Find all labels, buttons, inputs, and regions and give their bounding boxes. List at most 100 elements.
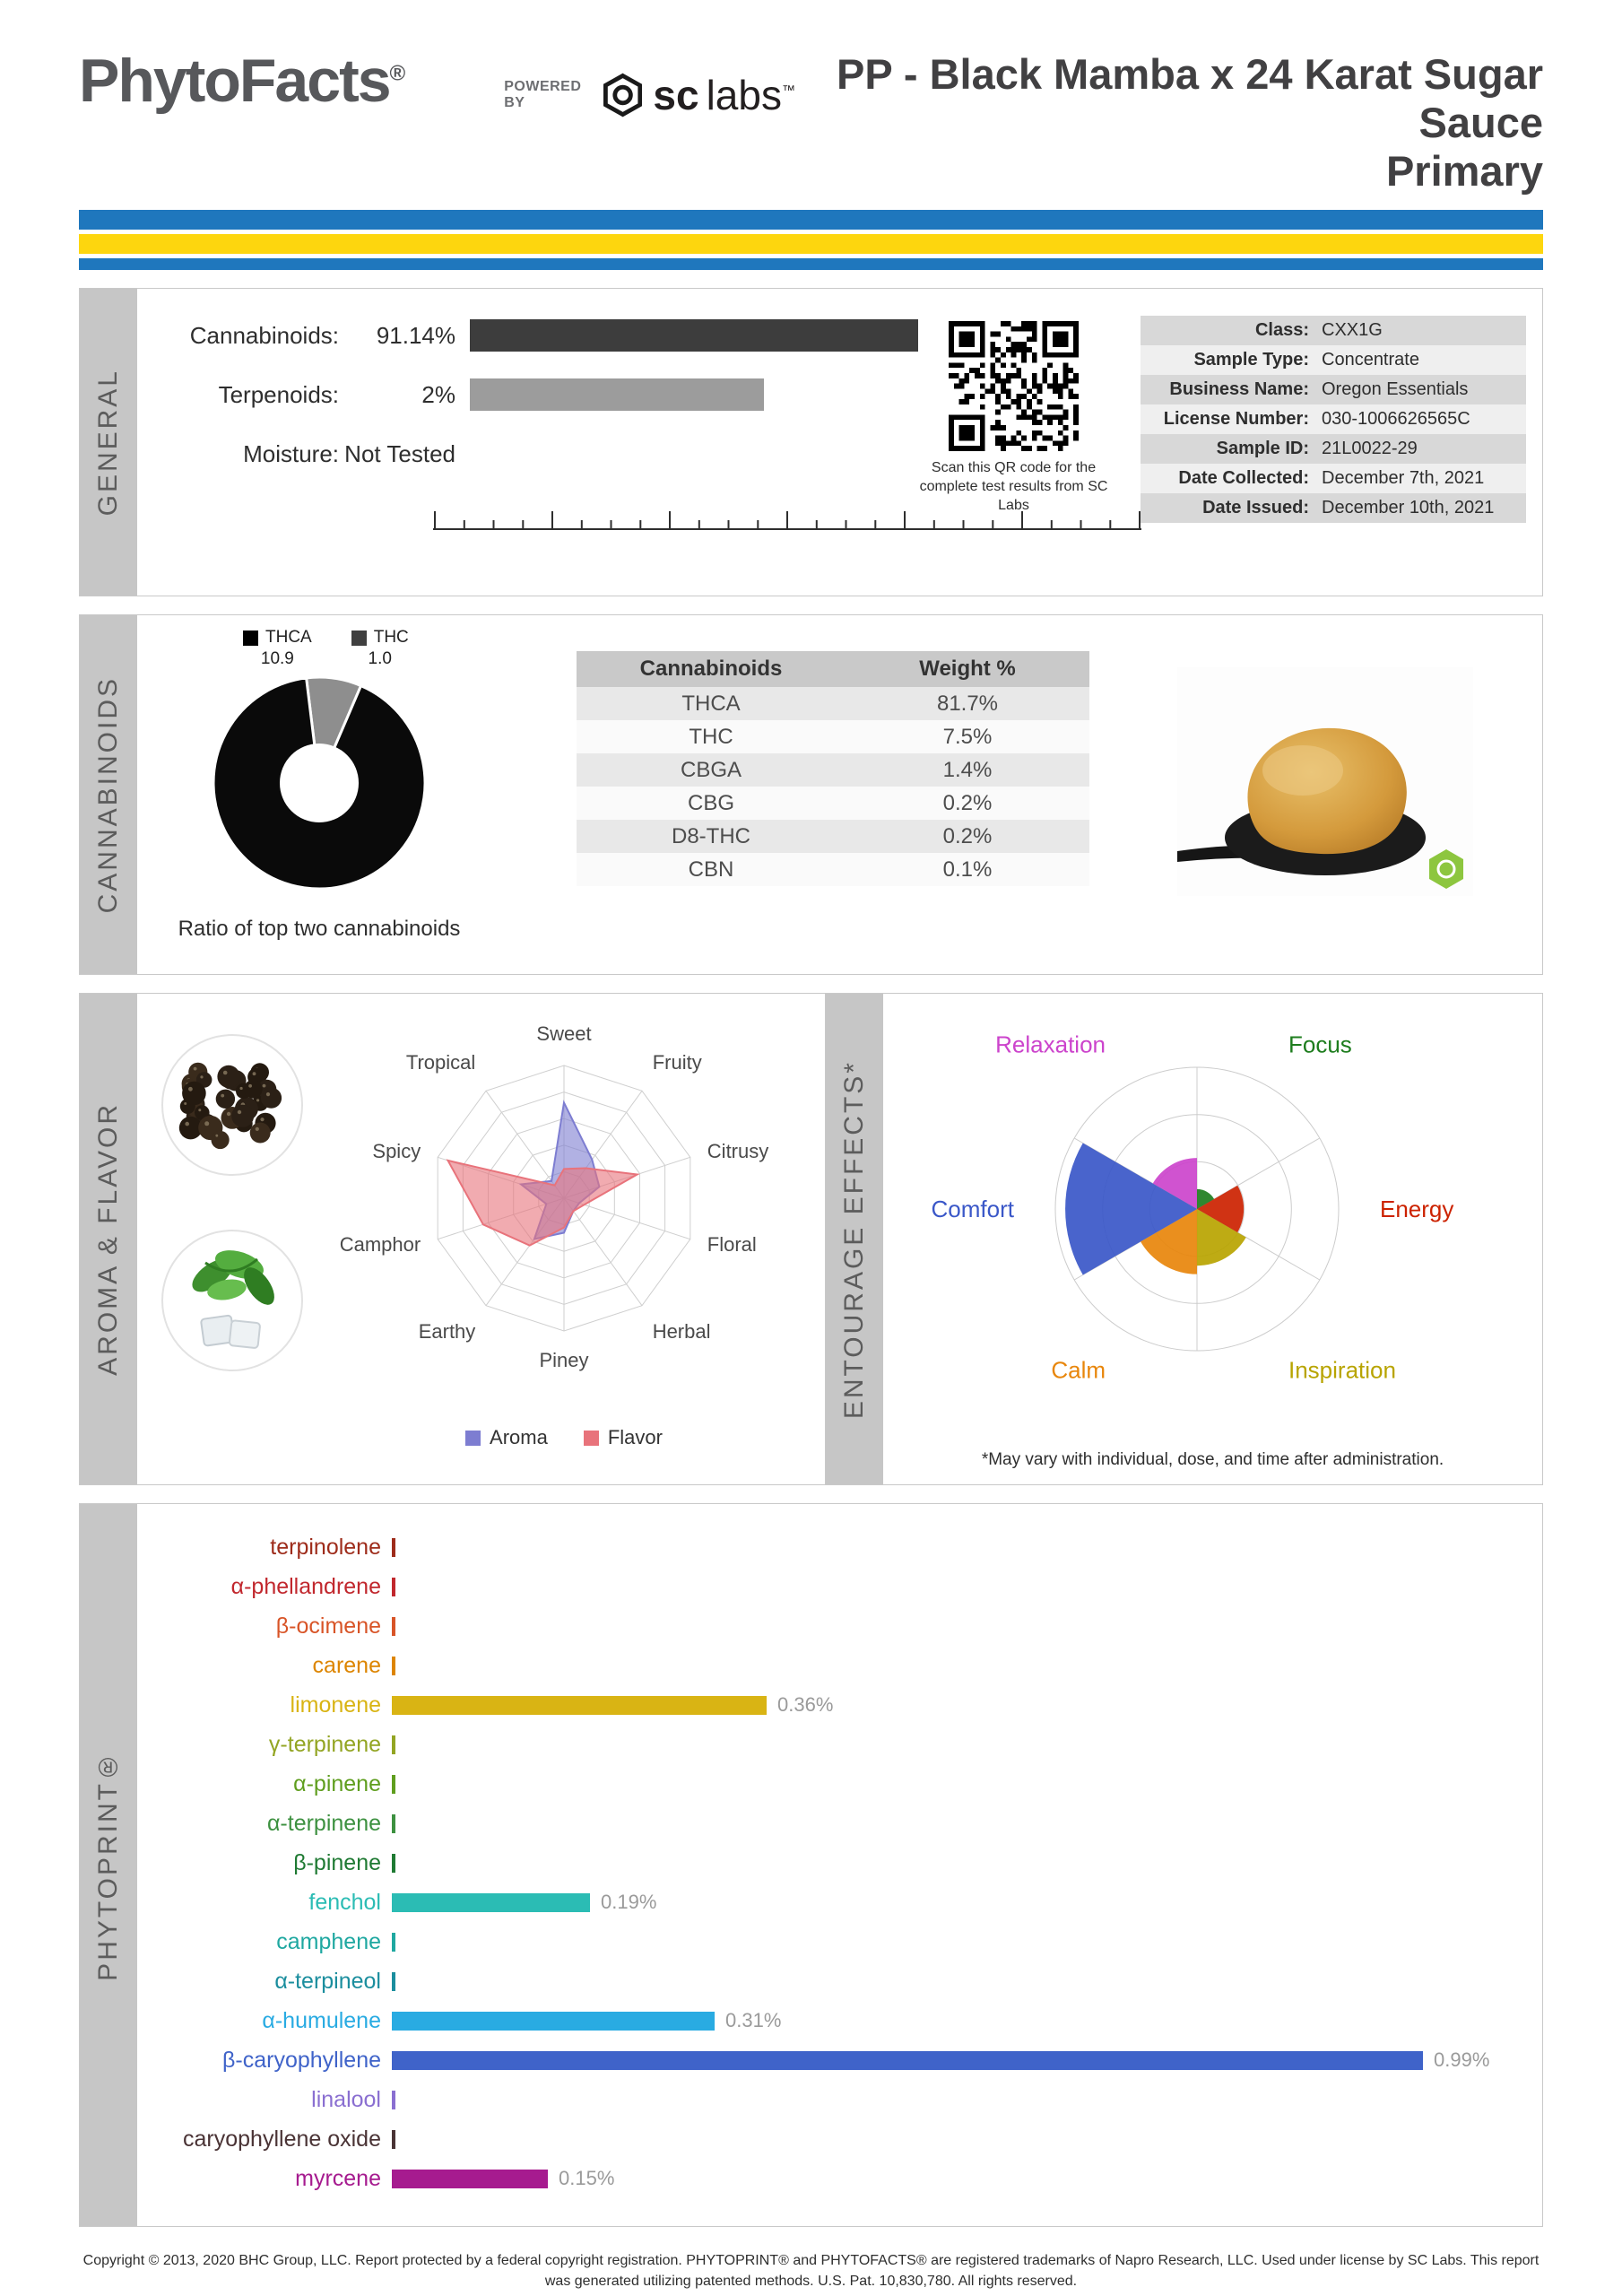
terpene-label: α-pinene [293,1770,381,1796]
cannabinoid-row: CBN 0.1% [577,853,1089,887]
qr-code [949,321,1079,452]
legend-label: Aroma [490,1426,548,1449]
cannabinoid-row: CBG 0.2% [577,787,1089,821]
aroma-flavor-content: Sweet Fruity Citrusy Floral Herbal Piney Earth… [137,994,825,1485]
cannabinoid-weight: 0.1% [942,857,993,882]
info-value: December 10th, 2021 [1322,498,1495,518]
svg-text:Relaxation: Relaxation [995,1031,1106,1058]
moisture-value: Not Tested [344,439,455,467]
phytofacts-logo: PhytoFacts® [79,50,405,111]
terpene-row: α-terpinene [137,1804,1542,1843]
powered-by-label: POWERED BY [504,79,582,110]
summary-label: Cannabinoids: [189,321,339,349]
ratio-legend-item: THC 1.0 [351,628,409,669]
terpene-bar [392,1813,395,1833]
peppercorn-photo [160,1033,304,1181]
terpene-label: β-ocimene [275,1613,381,1639]
footer-line1: Copyright © 2013, 2020 BHC Group, LLC. R… [82,2253,1540,2269]
entourage-footnote: *May vary with individual, dose, and tim… [981,1450,1444,1470]
report-header: PhytoFacts® POWERED BY sc labs™ PP - Blac… [0,0,1622,196]
info-row: Date Collected: December 7th, 2021 [1141,464,1526,494]
terpene-row: β-pinene [137,1843,1542,1883]
stripe-blue-top [79,210,1543,230]
cannabinoid-name: CBN [688,857,734,882]
terpene-value: 0.36% [777,1693,834,1717]
legend-swatch [583,1430,599,1446]
info-label: Class: [1254,320,1309,341]
section-cannabinoids: CANNABINOIDS THCA 10.9 THC 1.0 Ratio of top… [79,614,1543,976]
info-value: December 7th, 2021 [1322,468,1485,489]
terpene-row: β-caryophyllene 0.99% [137,2040,1542,2080]
terpene-bar [392,1932,395,1952]
info-row: Sample ID: 21L0022-29 [1141,434,1526,465]
summary-label: Terpenoids: [218,380,339,408]
summary-value: 2% [421,380,455,408]
sclabs-logo-text: sc labs™ [653,74,795,116]
terpene-bar [392,1774,395,1794]
svg-text:Spicy: Spicy [372,1140,421,1162]
info-label: Date Issued: [1202,498,1309,518]
info-row: Sample Type: Concentrate [1141,345,1526,376]
mint-ice-photo [160,1229,304,1377]
moisture-row: Moisture: Not Tested [155,434,455,474]
terpene-label: caryophyllene oxide [183,2126,381,2152]
entourage-content: Relaxation Focus Energy Inspiration Calm Comf… [883,994,1542,1485]
legend-item-flavor: Flavor [583,1426,663,1449]
terpene-label: β-pinene [293,1849,381,1875]
cannabinoids-content: THCA 10.9 THC 1.0 Ratio of top two cannabin… [137,615,1542,975]
terpene-value: 0.31% [725,2009,782,2032]
aroma-flavor-radar-chart: Sweet Fruity Citrusy Floral Herbal Piney Earth… [340,1022,769,1371]
info-value: 030-1006626565C [1322,409,1470,430]
terpene-label: camphene [276,1928,381,1954]
terpene-row: α-pinene [137,1764,1542,1804]
svg-text:Earthy: Earthy [419,1320,476,1343]
cannabinoid-weight: 1.4% [942,757,993,782]
summary-bar [470,378,764,412]
summary-bar [470,319,918,352]
info-value: Concentrate [1322,350,1419,370]
terpene-bar [392,2011,715,2031]
terpene-label: terpinolene [270,1534,381,1560]
sclabs-labs: labs [706,72,782,118]
svg-text:Comfort: Comfort [932,1196,1015,1222]
terpene-bar [392,1971,395,1991]
qr-caption: Scan this QR code for the complete test … [919,460,1108,513]
general-content: Cannabinoids: 91.14% Terpenoids: 2% Moistur… [137,289,1542,596]
terpene-row: fenchol 0.19% [137,1883,1542,1922]
cannabinoid-name: THCA [681,691,741,716]
terpene-label: carene [312,1652,381,1678]
terpene-label: α-phellandrene [230,1573,381,1599]
terpene-row: myrcene 0.15% [137,2159,1542,2198]
terpene-row: α-phellandrene [137,1567,1542,1606]
ratio-donut-chart [212,675,427,891]
aroma-flavor-legend: Aroma Flavor [313,1426,815,1449]
info-row: License Number: 030-1006626565C [1141,404,1526,435]
sclabs-watermark [1429,849,1463,890]
terpene-bar-chart: terpinolene α-phellandrene β-ocimene carene… [137,1504,1542,2198]
phytoprint-content: terpinolene α-phellandrene β-ocimene carene… [137,1504,1542,2227]
product-photo [1177,667,1473,900]
svg-text:Calm: Calm [1051,1357,1106,1384]
cannabinoid-table-header: Cannabinoids Weight % [577,651,1089,688]
terpene-row: camphene [137,1922,1542,1961]
terpene-label: fenchol [308,1889,381,1915]
section-label-text: ENTOURAGE EFFECTS* [839,1059,869,1419]
cannabinoid-row: THCA 81.7% [577,687,1089,721]
info-value: CXX1G [1322,320,1383,341]
section-label-aroma-flavor: AROMA & FLAVOR [80,994,137,1485]
cannabinoid-name: D8-THC [672,823,750,848]
terpene-bar [392,1537,395,1557]
legend-value: 1.0 [368,649,392,669]
moisture-label: Moisture: [243,439,339,467]
summary-bars: Cannabinoids: 91.14% Terpenoids: 2% [155,289,1542,432]
terpene-label: α-terpinene [266,1810,381,1836]
stripe-blue-bottom [79,258,1543,271]
section-general: GENERAL Cannabinoids: 91.14% Terpenoids: 2%… [79,288,1543,597]
terpene-label: γ-terpinene [268,1731,381,1757]
terpene-row: γ-terpinene [137,1725,1542,1764]
cannabinoid-row: CBGA 1.4% [577,753,1089,787]
section-label-entourage: ENTOURAGE EFFECTS* [826,994,883,1485]
stripe-gap [79,230,1543,235]
info-value: 21L0022-29 [1322,439,1418,459]
svg-text:Herbal: Herbal [653,1320,711,1343]
